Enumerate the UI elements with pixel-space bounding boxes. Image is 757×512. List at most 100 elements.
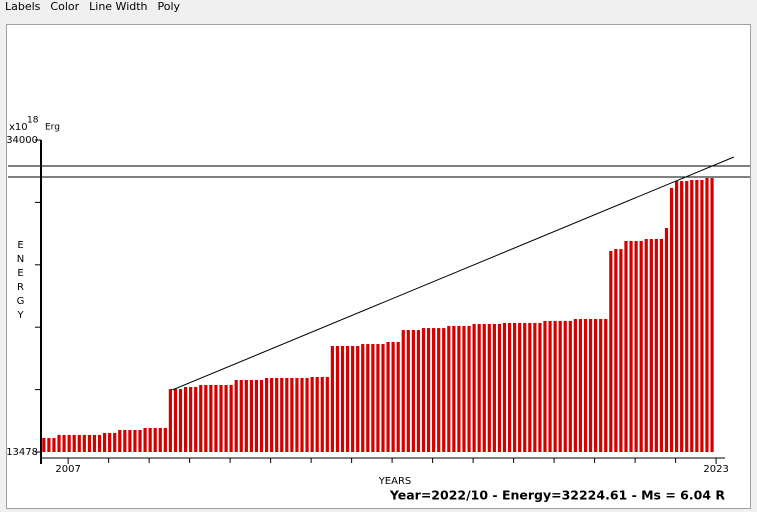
bar (259, 379, 264, 452)
bar (376, 344, 380, 452)
bar (356, 346, 360, 452)
bar (102, 432, 107, 452)
bar (123, 430, 127, 452)
bar (310, 377, 314, 452)
bar (320, 377, 324, 452)
bar (381, 344, 385, 452)
bar (325, 377, 329, 452)
bar (396, 341, 400, 452)
bar (538, 322, 542, 452)
bar (710, 178, 714, 452)
bar (108, 432, 112, 452)
x-tick-label: 2023 (703, 464, 728, 475)
bar (366, 344, 370, 452)
bar (685, 181, 689, 452)
bar (280, 378, 284, 452)
bar (543, 320, 547, 452)
bar (578, 318, 583, 452)
bar (669, 187, 674, 453)
bar (619, 249, 623, 452)
bar (128, 430, 132, 452)
bar (47, 437, 51, 452)
bar (624, 240, 628, 452)
bar (305, 378, 309, 452)
bar (573, 318, 577, 452)
bar (371, 344, 375, 452)
bar (411, 330, 415, 452)
bar (644, 238, 648, 452)
bar (264, 378, 269, 452)
bar (52, 437, 56, 452)
bar (599, 318, 603, 452)
bar (659, 238, 664, 452)
bar (695, 179, 699, 452)
bar (523, 322, 527, 452)
bar (492, 323, 496, 452)
unit: Erg (45, 123, 60, 133)
bar (518, 322, 522, 452)
bar (654, 238, 658, 452)
menu-item[interactable]: Color (50, 0, 80, 13)
bar (604, 318, 608, 452)
bar (391, 341, 395, 452)
bar (664, 228, 669, 452)
bar (700, 179, 704, 452)
bar (219, 384, 223, 452)
y-tick-label: 34000 (6, 135, 38, 146)
bar (487, 323, 491, 452)
unit-exponent: 18 (27, 116, 39, 126)
x-axis-label: YEARS (378, 476, 412, 487)
bar (249, 379, 253, 452)
bar (97, 434, 102, 452)
bar (639, 240, 643, 452)
bar (467, 325, 471, 452)
bar (472, 323, 476, 452)
bar (270, 378, 274, 452)
bar (421, 328, 426, 452)
bar (345, 346, 350, 452)
bar (168, 389, 172, 452)
bar (386, 341, 390, 452)
bar (199, 384, 203, 452)
status-text: Year=2022/10 - Energy=32224.61 - Ms = 6.… (389, 488, 726, 503)
bar (361, 344, 365, 452)
bar (477, 323, 481, 452)
bar (457, 325, 461, 452)
bar (57, 434, 61, 452)
bar (183, 386, 188, 452)
menu-item[interactable]: Poly (157, 0, 181, 13)
bar (442, 328, 446, 452)
x-tick-label: 2007 (55, 464, 80, 475)
unit-prefix: x10 (9, 122, 28, 133)
bar (254, 379, 259, 452)
bar (634, 240, 638, 452)
bar (629, 240, 633, 452)
menu-item[interactable]: Line Width (89, 0, 148, 13)
bar (583, 318, 588, 452)
menu-item[interactable]: Labels (5, 0, 41, 13)
bar (533, 322, 537, 452)
bar (87, 434, 91, 452)
bar (62, 434, 66, 452)
bar (189, 386, 193, 452)
bar (563, 320, 567, 452)
bar (209, 384, 213, 452)
bar (67, 434, 71, 452)
bar (229, 384, 233, 452)
bar (194, 386, 198, 452)
bar (143, 427, 147, 452)
bar (153, 427, 157, 452)
bar (133, 430, 137, 452)
bar (148, 427, 152, 452)
bar (690, 179, 694, 452)
bar (275, 378, 279, 452)
bar (447, 325, 451, 452)
bar (42, 437, 46, 452)
bar (290, 378, 294, 452)
bar (92, 434, 97, 452)
bar (158, 427, 162, 452)
bar (548, 320, 552, 452)
bar (553, 320, 557, 452)
y-axis-label: ENERGY (15, 240, 26, 324)
bar (244, 379, 248, 452)
